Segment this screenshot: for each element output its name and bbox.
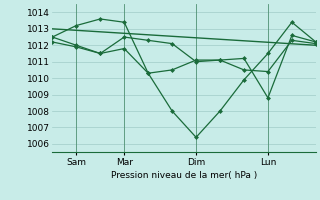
X-axis label: Pression niveau de la mer( hPa ): Pression niveau de la mer( hPa ): [111, 171, 257, 180]
